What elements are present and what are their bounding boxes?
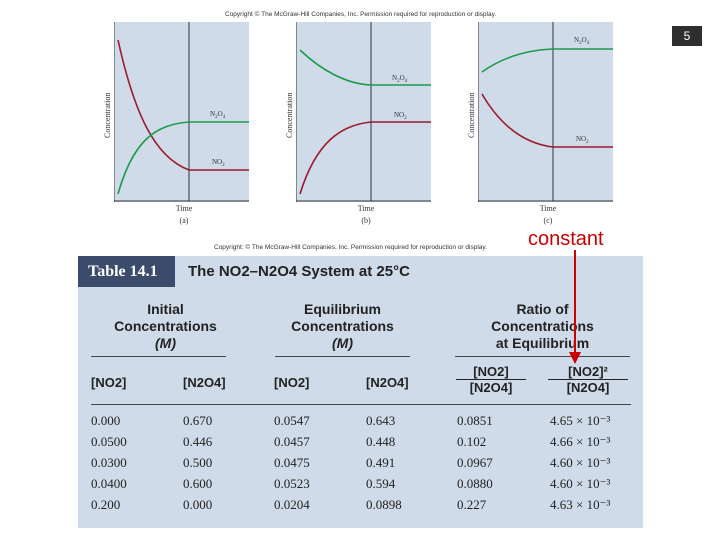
table-header: Table 14.1 The NO2–N2O4 System at 25°C xyxy=(78,256,643,287)
table-cell: 0.0204 xyxy=(274,497,310,512)
table-cell: 0.0547 xyxy=(274,413,310,428)
table-cell: 0.0880 xyxy=(457,476,493,491)
no2-curve xyxy=(481,93,613,148)
label-no2: NO2 xyxy=(576,135,589,145)
table-cell: 0.0523 xyxy=(274,476,310,491)
rule-initial xyxy=(91,356,226,357)
col-eq-n2o4: [N2O4] xyxy=(366,375,409,390)
table-cell: 0.446 xyxy=(183,434,213,449)
n2o4-curve xyxy=(117,121,249,195)
chart-a: N2O4 NO2 xyxy=(114,22,249,202)
table-cell: 0.0500 xyxy=(91,434,127,449)
rule-header-bottom xyxy=(91,404,631,405)
ratio2-denominator: [N2O4] xyxy=(566,380,610,395)
bottom-copyright: Copyright: © The McGraw-Hill Companies, … xyxy=(214,244,487,251)
table-cell: 4.63 × 10⁻³ xyxy=(550,497,611,512)
no2-curve xyxy=(117,39,249,171)
label-n2o4: N2O4 xyxy=(574,36,590,46)
top-copyright: Copyright © The McGraw-Hill Companies, I… xyxy=(225,11,497,18)
table-cell: 0.200 xyxy=(91,497,121,512)
table-14-1: Table 14.1 The NO2–N2O4 System at 25°C I… xyxy=(78,256,643,528)
rule-equilibrium xyxy=(275,356,410,357)
table-cell: 0.0967 xyxy=(457,455,493,470)
group-initial-line1: Initial xyxy=(147,301,184,317)
table-cell: 0.0457 xyxy=(274,434,310,449)
group-ratio-line1: Ratio of xyxy=(516,301,569,317)
label-no2: NO2 xyxy=(212,158,225,168)
n2o4-curve xyxy=(481,48,613,73)
col-eq-no2: [NO2] xyxy=(274,375,310,390)
table-cell: 0.102 xyxy=(457,434,487,449)
table-cell: 4.66 × 10⁻³ xyxy=(550,434,611,449)
table-cell: 0.0898 xyxy=(366,497,402,512)
chart-b: N2O4 NO2 xyxy=(296,22,431,202)
label-no2: NO2 xyxy=(394,111,407,121)
table-cell: 4.60 × 10⁻³ xyxy=(550,455,611,470)
chart-c-sublabel: (c) xyxy=(543,216,553,225)
table-cell: 0.643 xyxy=(366,413,396,428)
table-cell: 0.0300 xyxy=(91,455,127,470)
table-cell: 0.594 xyxy=(366,476,396,491)
table-cell: 0.0400 xyxy=(91,476,127,491)
no2-curve xyxy=(299,121,431,195)
group-initial-line2: Concentrations xyxy=(114,318,217,334)
table-cell: 4.60 × 10⁻³ xyxy=(550,476,611,491)
constant-annotation: constant xyxy=(528,228,604,250)
col-ratio-1: [NO2] [N2O4] xyxy=(456,364,526,395)
group-initial: Initial Concentrations (M) xyxy=(98,301,233,352)
group-equilibrium: Equilibrium Concentrations (M) xyxy=(275,301,410,352)
col-initial-n2o4: [N2O4] xyxy=(183,375,226,390)
group-ratio: Ratio of Concentrations at Equilibrium xyxy=(470,301,615,352)
n2o4-curve xyxy=(299,49,431,86)
table-number: Table 14.1 xyxy=(78,256,175,287)
table-cell: 0.670 xyxy=(183,413,213,428)
table-title: The NO2–N2O4 System at 25°C xyxy=(188,263,410,280)
table-cell: 0.500 xyxy=(183,455,213,470)
col-ratio-2: [NO2]² [N2O4] xyxy=(548,364,628,395)
ratio1-numerator: [NO2] xyxy=(456,364,526,380)
group-ratio-line3: at Equilibrium xyxy=(495,335,590,351)
chart-c: N2O4 NO2 xyxy=(478,22,613,202)
ratio2-numerator: [NO2]² xyxy=(548,364,628,380)
slide-number: 5 xyxy=(672,26,702,46)
table-cell: 0.000 xyxy=(91,413,121,428)
col-initial-no2: [NO2] xyxy=(91,375,127,390)
group-initial-line3: (M) xyxy=(155,335,176,351)
table-cell: 0.227 xyxy=(457,497,487,512)
rule-ratio xyxy=(455,356,630,357)
table-cell: 4.65 × 10⁻³ xyxy=(550,413,611,428)
chart-a-sublabel: (a) xyxy=(179,216,189,225)
table-cell: 0.0851 xyxy=(457,413,493,428)
table-cell: 0.448 xyxy=(366,434,396,449)
label-n2o4: N2O4 xyxy=(210,110,226,120)
group-equilibrium-line2: Concentrations xyxy=(291,318,394,334)
chart-c-xlabel: Time xyxy=(539,204,557,213)
label-n2o4: N2O4 xyxy=(392,74,408,84)
chart-a-xlabel: Time xyxy=(175,204,193,213)
group-equilibrium-line3: (M) xyxy=(332,335,353,351)
chart-b-xlabel: Time xyxy=(357,204,375,213)
group-ratio-line2: Concentrations xyxy=(491,318,594,334)
table-cell: 0.0475 xyxy=(274,455,310,470)
table-cell: 0.491 xyxy=(366,455,396,470)
chart-b-sublabel: (b) xyxy=(361,216,371,225)
ratio1-denominator: [N2O4] xyxy=(469,380,513,395)
table-cell: 0.600 xyxy=(183,476,213,491)
table-cell: 0.000 xyxy=(183,497,213,512)
group-equilibrium-line1: Equilibrium xyxy=(304,301,381,317)
